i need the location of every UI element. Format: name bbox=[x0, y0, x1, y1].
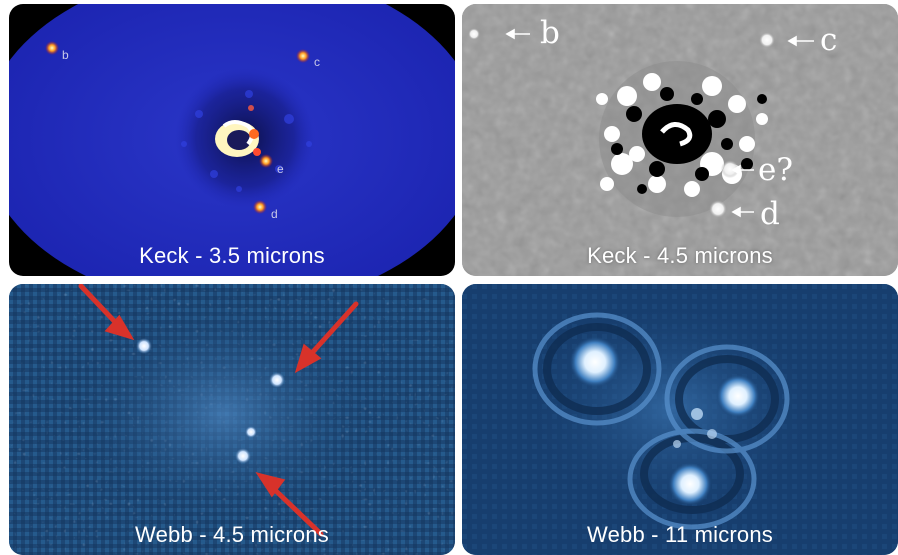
webb-4-5-caption: Webb - 4.5 microns bbox=[135, 522, 329, 547]
keck-3-5-caption: Keck - 3.5 microns bbox=[139, 243, 325, 268]
keck-3-5-panel: b c e d Keck - 3.5 microns bbox=[9, 4, 455, 276]
webb-11-image bbox=[462, 284, 898, 555]
planet-d-dot bbox=[709, 200, 727, 218]
keck-3-5-image: b c e d bbox=[9, 4, 455, 276]
red-arrow-icon bbox=[255, 472, 324, 537]
red-arrow-icon bbox=[78, 284, 135, 341]
planet-blob bbox=[569, 336, 621, 388]
keck-4-5-panel: b c e? d Keck - 4.5 microns bbox=[462, 4, 898, 276]
planet-blob bbox=[716, 374, 760, 418]
planet-d-label: d bbox=[760, 196, 780, 232]
planet-c-dot bbox=[759, 32, 775, 48]
left-arrow-icon bbox=[505, 28, 814, 218]
planet-d-dot bbox=[253, 200, 267, 214]
planet-b-label: b bbox=[540, 15, 560, 51]
planet-dot bbox=[235, 448, 251, 464]
planet-dot bbox=[269, 372, 285, 388]
planet-d-label: d bbox=[271, 207, 278, 221]
planet-b-dot bbox=[45, 41, 59, 55]
planet-dot bbox=[245, 426, 257, 438]
planet-b-label: b bbox=[62, 48, 69, 62]
planet-e-label: e bbox=[277, 162, 284, 176]
planet-e-dot bbox=[721, 160, 739, 178]
planet-b-dot bbox=[468, 28, 480, 40]
planet-c-label: c bbox=[820, 22, 837, 58]
webb-11-panel: Webb - 11 microns bbox=[462, 284, 898, 555]
keck-4-5-caption: Keck - 4.5 microns bbox=[587, 243, 773, 268]
planet-c-dot bbox=[296, 49, 310, 63]
planet-e-dot bbox=[259, 154, 273, 168]
planet-dot bbox=[136, 338, 152, 354]
webb-4-5-panel: Webb - 4.5 microns bbox=[9, 284, 455, 555]
planet-e-label: e? bbox=[758, 152, 793, 188]
keck-4-5-image: b c e? d bbox=[462, 4, 898, 276]
planet-blob bbox=[668, 462, 712, 506]
red-arrow-icon bbox=[294, 301, 359, 374]
webb-11-caption: Webb - 11 microns bbox=[587, 522, 773, 547]
planet-c-label: c bbox=[314, 55, 320, 69]
webb-4-5-image bbox=[9, 284, 455, 555]
